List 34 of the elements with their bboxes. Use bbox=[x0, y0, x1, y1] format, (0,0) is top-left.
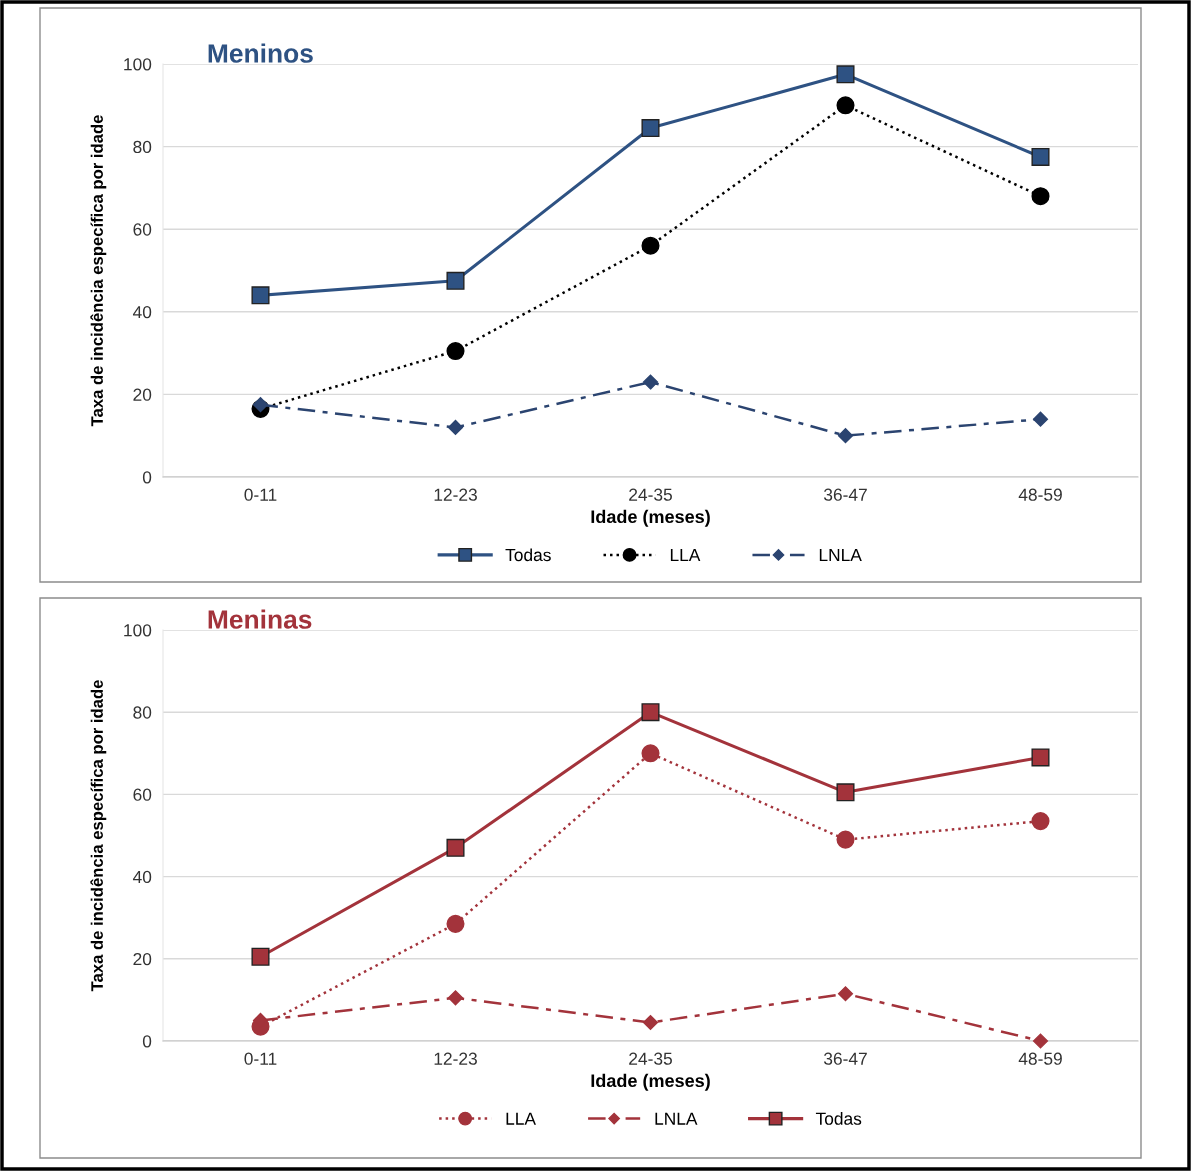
x-tick-label: 24-35 bbox=[629, 488, 672, 501]
y-axis-title: Taxa de incidência específica por idade bbox=[90, 680, 107, 992]
y-tick-label: 100 bbox=[124, 624, 152, 637]
legend-label: Todas bbox=[815, 1112, 862, 1125]
y-tick-label: 20 bbox=[133, 952, 152, 966]
x-tick-label: 0-11 bbox=[244, 488, 277, 501]
y-tick-label: 40 bbox=[132, 870, 152, 884]
y-tick-label: 40 bbox=[132, 305, 152, 319]
x-tick-label: 0-11 bbox=[244, 1052, 277, 1065]
legend-label: LNLA bbox=[655, 1112, 698, 1125]
legend-label: Todas bbox=[505, 548, 551, 562]
legend-label: LLA bbox=[506, 1112, 536, 1125]
chart-title: Meninas bbox=[208, 609, 312, 629]
x-axis-title: Idade (meses) bbox=[591, 509, 710, 527]
legend-label: LLA bbox=[670, 549, 701, 561]
x-tick-label: 12-23 bbox=[434, 1052, 477, 1065]
x-tick-label: 48-59 bbox=[1018, 488, 1062, 501]
y-tick-label: 60 bbox=[133, 223, 152, 236]
x-tick-label: 36-47 bbox=[823, 488, 867, 501]
y-tick-label: 20 bbox=[133, 388, 152, 401]
x-tick-label: 36-47 bbox=[823, 1052, 867, 1065]
y-tick-label: 60 bbox=[133, 788, 152, 801]
y-tick-label: 100 bbox=[124, 58, 152, 71]
x-tick-label: 24-35 bbox=[629, 1052, 672, 1065]
x-tick-label: 48-59 bbox=[1018, 1052, 1062, 1065]
chart-title: Meninos bbox=[208, 43, 313, 63]
y-axis-title: Taxa de incidência específica por idade bbox=[90, 115, 107, 427]
y-tick-label: 80 bbox=[133, 706, 152, 719]
x-axis-title: Idade (meses) bbox=[591, 1073, 710, 1091]
y-tick-label: 0 bbox=[142, 471, 152, 484]
legend-label: LNLA bbox=[819, 549, 862, 561]
y-tick-label: 80 bbox=[133, 140, 152, 154]
x-tick-label: 12-23 bbox=[434, 488, 477, 501]
y-tick-label: 0 bbox=[142, 1035, 152, 1048]
